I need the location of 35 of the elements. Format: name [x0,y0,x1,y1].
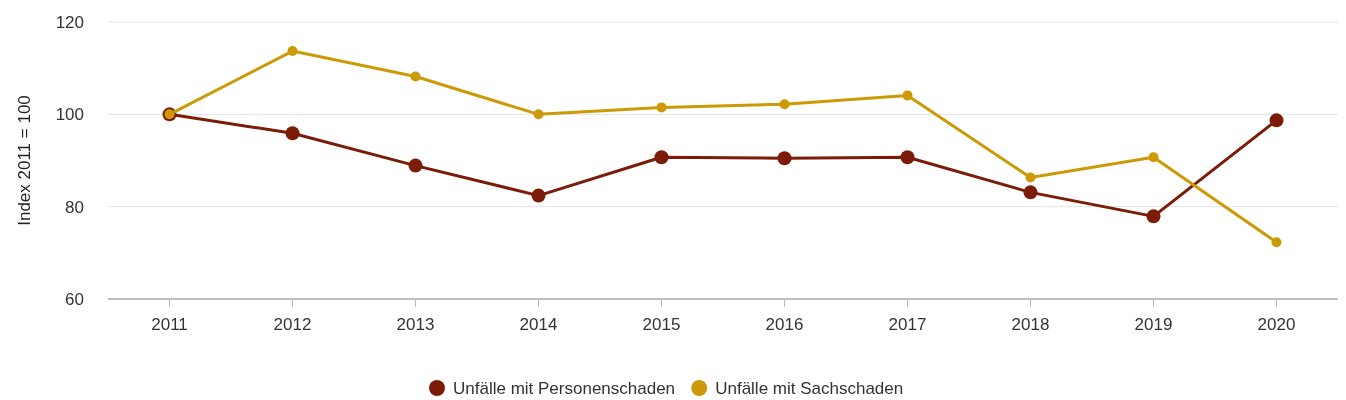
point [902,90,913,101]
point [779,99,790,110]
point [285,126,300,141]
point [531,188,546,203]
y-tick-label: 100 [55,105,84,125]
point [656,102,667,113]
point [410,71,421,82]
y-tick-label: 120 [55,12,84,32]
x-tick-label: 2017 [888,315,927,334]
point [777,151,792,166]
legend-label: Unfälle mit Sachschaden [715,378,904,398]
point [287,46,298,57]
point [1025,172,1036,183]
point [533,109,544,120]
point [1148,152,1159,163]
y-tick-label: 60 [65,289,84,309]
point [1269,113,1284,128]
legend-label: Unfälle mit Personenschaden [453,378,676,398]
point [1146,209,1161,224]
x-tick-label: 2014 [519,315,558,334]
x-tick-label: 2020 [1257,315,1296,334]
point [408,158,423,173]
point [900,150,915,165]
point [654,150,669,165]
x-tick-label: 2011 [151,315,188,334]
y-tick-label: 80 [65,197,84,217]
x-tick-label: 2013 [396,315,435,334]
x-tick-label: 2015 [642,315,681,334]
y-axis-title: Index 2011 = 100 [15,95,34,226]
x-tick-label: 2012 [273,315,312,334]
point [1271,237,1282,248]
x-tick-label: 2019 [1134,315,1173,334]
x-tick-label: 2018 [1011,315,1050,334]
point [1023,185,1038,200]
x-tick-label: 2016 [765,315,804,334]
